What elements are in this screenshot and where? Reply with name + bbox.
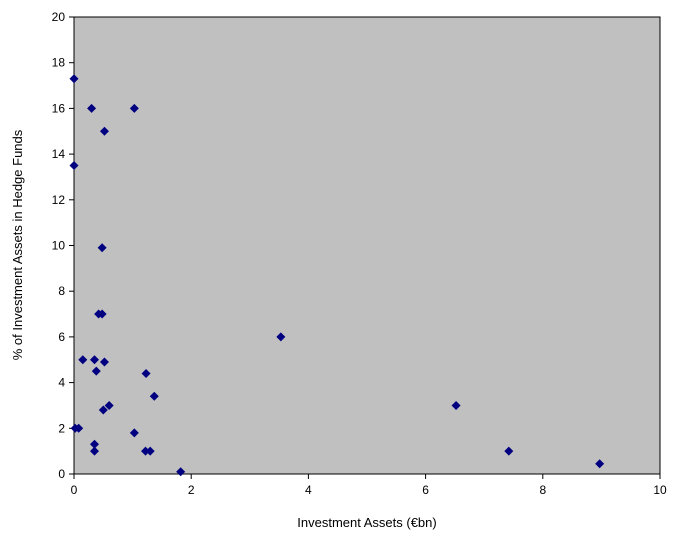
x-tick-label: 6 xyxy=(422,483,429,497)
y-tick-label: 14 xyxy=(52,147,66,161)
data-point xyxy=(451,400,461,410)
data-point xyxy=(98,405,108,415)
y-tick-label: 20 xyxy=(52,10,66,24)
x-tick-label: 0 xyxy=(71,483,78,497)
y-tick-label: 10 xyxy=(52,239,66,253)
data-point xyxy=(104,400,114,410)
data-point xyxy=(91,366,101,376)
x-tick-label: 2 xyxy=(188,483,195,497)
data-point xyxy=(129,103,139,113)
data-point xyxy=(99,126,109,136)
x-tick-label: 8 xyxy=(539,483,546,497)
data-point xyxy=(129,428,139,438)
y-axis-title: % of Investment Assets in Hedge Funds xyxy=(10,129,25,360)
y-tick-label: 6 xyxy=(58,330,65,344)
x-axis: 0 2 4 6 8 10 xyxy=(71,474,667,497)
x-tick-label: 10 xyxy=(653,483,667,497)
data-point xyxy=(90,439,100,449)
data-point xyxy=(74,423,84,433)
data-point xyxy=(176,467,186,477)
data-point xyxy=(595,459,605,469)
data-point xyxy=(141,368,151,378)
x-tick-label: 4 xyxy=(305,483,312,497)
y-tick-label: 16 xyxy=(52,101,66,115)
data-point xyxy=(97,309,107,319)
plot-area xyxy=(73,16,661,475)
data-point xyxy=(97,243,107,253)
y-tick-label: 0 xyxy=(58,467,65,481)
data-point xyxy=(90,446,100,456)
data-point xyxy=(69,74,79,84)
data-point xyxy=(69,161,79,171)
data-point xyxy=(276,332,286,342)
y-tick-label: 2 xyxy=(58,421,65,435)
y-tick-label: 4 xyxy=(58,376,65,390)
data-points xyxy=(69,74,605,477)
data-point xyxy=(87,103,97,113)
data-point xyxy=(78,355,88,365)
data-point xyxy=(99,357,109,367)
x-axis-title: Investment Assets (€bn) xyxy=(297,515,436,530)
data-point xyxy=(145,446,155,456)
y-tick-label: 18 xyxy=(52,56,66,70)
y-axis: 0 2 4 6 8 10 12 14 16 18 20 xyxy=(52,10,74,481)
y-tick-label: 12 xyxy=(52,193,66,207)
y-tick-label: 8 xyxy=(58,284,65,298)
data-point xyxy=(140,446,150,456)
data-point xyxy=(149,391,159,401)
data-point xyxy=(504,446,514,456)
data-point xyxy=(90,355,100,365)
